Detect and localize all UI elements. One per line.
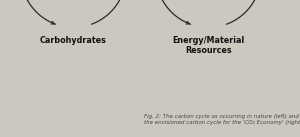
Text: Energy/Material
Resources: Energy/Material Resources bbox=[172, 36, 244, 55]
Text: Carbohydrates: Carbohydrates bbox=[40, 36, 107, 45]
Text: Fig. 2: The carbon cycle as occurring in nature (left) and
the envisioned carbon: Fig. 2: The carbon cycle as occurring in… bbox=[144, 114, 300, 125]
